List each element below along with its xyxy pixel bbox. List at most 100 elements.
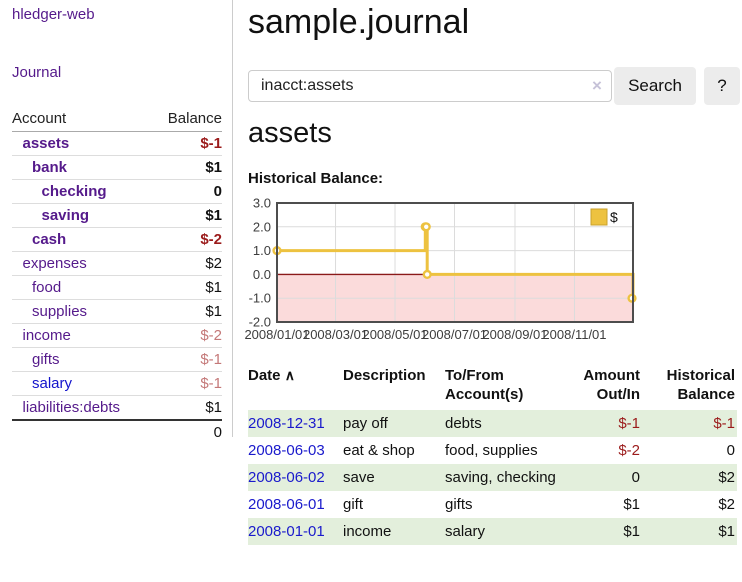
- data-point-marker: [421, 222, 431, 232]
- register-header-accounts: To/From Account(s): [445, 367, 524, 403]
- account-balance: $-2: [151, 227, 222, 252]
- register-row: 2008-06-01 gift gifts $1 $2: [248, 491, 737, 518]
- account-row: cash $-2: [12, 227, 222, 252]
- register-date-link[interactable]: 2008-06-02: [248, 469, 325, 486]
- y-axis-tick-label: 3.0: [253, 197, 271, 211]
- account-balance: 0: [151, 179, 222, 204]
- chart-title: Historical Balance:: [248, 170, 384, 187]
- y-axis-tick-label: -2.0: [249, 315, 271, 330]
- sidebar-item-journal[interactable]: Journal: [12, 64, 62, 81]
- register-accounts: gifts: [445, 496, 473, 513]
- data-point-marker: [422, 269, 432, 280]
- accounts-table: Account Balance assets $-1 bank $1 checking 0…: [12, 108, 222, 444]
- account-row: food $1: [12, 275, 222, 300]
- account-balance: $1: [151, 275, 222, 300]
- search-button[interactable]: Search: [614, 67, 696, 105]
- account-balance: $-1: [151, 131, 222, 156]
- account-heading: assets: [248, 117, 332, 149]
- accounts-header-account: Account: [12, 108, 152, 132]
- register-description: gift: [343, 496, 364, 513]
- register-accounts: salary: [445, 518, 573, 545]
- account-balance: $2: [151, 251, 222, 276]
- register-header-balance: Historical Balance: [666, 367, 735, 403]
- register-accounts: food, supplies: [445, 442, 538, 459]
- register-date-link[interactable]: 2008-06-01: [248, 496, 325, 513]
- account-row: saving $1: [12, 203, 222, 228]
- account-balance: $-2: [151, 323, 222, 348]
- register-header-amount: Amount Out/In: [583, 367, 640, 403]
- account-balance: $1: [151, 299, 222, 324]
- y-axis-tick-label: 2.0: [253, 219, 271, 234]
- account-link[interactable]: food: [32, 279, 62, 296]
- register-row: 2008-06-03 eat & shop food, supplies $-2 0: [248, 437, 737, 464]
- register-date-link[interactable]: 2008-01-01: [248, 523, 325, 540]
- register-date-link[interactable]: 2008-06-03: [248, 442, 325, 459]
- account-row: gifts $-1: [12, 347, 222, 372]
- register-balance: $1: [642, 518, 737, 545]
- register-row: 2008-01-01 income salary $1 $1: [248, 518, 737, 545]
- accounts-total-row: 0: [12, 419, 222, 444]
- legend-swatch: [590, 208, 608, 226]
- app-brand-link[interactable]: hledger-web: [12, 6, 95, 23]
- historical-balance-chart: 3.0 2.0 1.0 0.0 -1.0 -2.0 2008/01/01 2008/03/01…: [240, 196, 742, 347]
- x-axis-tick-label: 2008/05/01: [362, 327, 427, 342]
- search-input[interactable]: [248, 70, 612, 102]
- register-description: income: [343, 518, 445, 545]
- clear-search-icon[interactable]: ×: [592, 76, 602, 95]
- register-header-row: Date ∧ Description To/From Account(s) Am…: [248, 366, 737, 410]
- accounts-table-header: Account Balance: [12, 108, 222, 132]
- sidebar: hledger-web Journal Account Balance asse…: [0, 0, 233, 444]
- y-axis-tick-label: 1.0: [253, 243, 271, 258]
- account-balance: $-1: [151, 371, 222, 396]
- register-row: 2008-06-02 save saving, checking 0 $2: [248, 464, 737, 491]
- register-row: 2008-12-31 pay off debts $-1 $-1: [248, 410, 737, 437]
- register-amount: $1: [623, 496, 640, 513]
- register-date-link[interactable]: 2008-12-31: [248, 415, 325, 432]
- register-balance: 0: [726, 442, 735, 459]
- account-balance: $-1: [151, 347, 222, 372]
- account-link[interactable]: gifts: [32, 351, 60, 368]
- account-link[interactable]: expenses: [22, 255, 87, 272]
- account-link[interactable]: checking: [41, 183, 107, 200]
- plot-border: [276, 202, 634, 323]
- x-axis-tick-label: 2008/01/01: [244, 327, 309, 342]
- y-axis-tick-label: 0.0: [253, 267, 271, 282]
- account-link[interactable]: saving: [41, 207, 90, 224]
- register-balance: $2: [718, 496, 735, 513]
- register-header-date[interactable]: Date ∧: [248, 367, 295, 384]
- account-row: supplies $1: [12, 299, 222, 324]
- account-link[interactable]: liabilities:debts: [22, 399, 121, 416]
- account-row: assets $-1: [12, 131, 222, 156]
- account-row: checking 0: [12, 179, 222, 204]
- account-row: expenses $2: [12, 251, 222, 276]
- register-description: eat & shop: [343, 442, 415, 459]
- register-amount: $-1: [573, 410, 642, 437]
- account-link[interactable]: bank: [32, 159, 68, 176]
- account-link[interactable]: assets: [22, 135, 70, 152]
- account-link[interactable]: supplies: [32, 303, 88, 320]
- register-amount: $1: [573, 518, 642, 545]
- account-link[interactable]: income: [22, 327, 71, 344]
- account-row: income $-2: [12, 323, 222, 348]
- y-axis-tick-label: -1.0: [249, 291, 271, 306]
- register-description: save: [343, 464, 445, 491]
- register-amount: 0: [573, 464, 642, 491]
- help-button[interactable]: ?: [704, 67, 740, 105]
- register-accounts: debts: [445, 410, 573, 437]
- register-description: pay off: [343, 410, 445, 437]
- register-amount: $-2: [618, 442, 640, 459]
- x-axis-tick-label: 2008/07/01: [422, 327, 487, 342]
- register-accounts: saving, checking: [445, 464, 573, 491]
- accounts-header-balance: Balance: [151, 108, 222, 132]
- account-row: bank $1: [12, 155, 222, 180]
- account-balance: $1: [151, 395, 222, 421]
- account-link[interactable]: salary: [32, 375, 73, 392]
- account-link[interactable]: cash: [32, 231, 67, 248]
- page-title: sample.journal: [248, 3, 470, 41]
- accounts-total-balance: 0: [151, 419, 222, 444]
- sort-ascending-icon: ∧: [284, 367, 295, 383]
- chart-canvas: 3.0 2.0 1.0 0.0 -1.0 -2.02008/01/012008/03/01…: [244, 196, 637, 342]
- x-axis-tick-label: 2008/09/01: [482, 327, 547, 342]
- register-section: Date ∧ Description To/From Account(s) Am…: [248, 366, 737, 545]
